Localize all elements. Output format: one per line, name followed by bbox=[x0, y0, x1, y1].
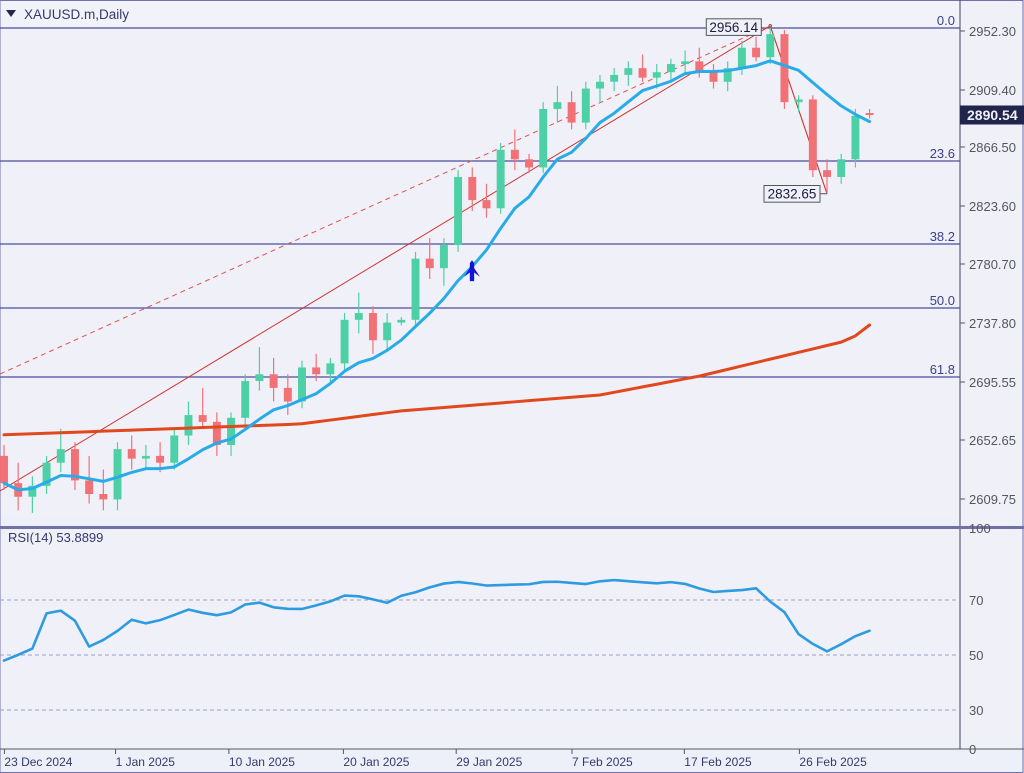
svg-text:2956.14: 2956.14 bbox=[709, 20, 758, 35]
svg-text:30: 30 bbox=[969, 703, 983, 718]
svg-text:2823.60: 2823.60 bbox=[969, 199, 1016, 214]
svg-text:70: 70 bbox=[969, 593, 983, 608]
svg-text:2866.50: 2866.50 bbox=[969, 140, 1016, 155]
svg-text:50.0: 50.0 bbox=[930, 293, 955, 308]
svg-text:100: 100 bbox=[969, 521, 991, 536]
svg-text:17 Feb 2025: 17 Feb 2025 bbox=[684, 755, 752, 769]
svg-text:2952.30: 2952.30 bbox=[969, 24, 1016, 39]
svg-text:1 Jan 2025: 1 Jan 2025 bbox=[116, 755, 176, 769]
svg-text:2780.70: 2780.70 bbox=[969, 257, 1016, 272]
svg-text:7 Feb 2025: 7 Feb 2025 bbox=[572, 755, 633, 769]
svg-text:50: 50 bbox=[969, 648, 983, 663]
svg-text:2909.40: 2909.40 bbox=[969, 83, 1016, 98]
svg-text:2652.65: 2652.65 bbox=[969, 433, 1016, 448]
svg-text:XAUUSD.m,Daily: XAUUSD.m,Daily bbox=[24, 7, 129, 22]
svg-text:23.6: 23.6 bbox=[930, 146, 955, 161]
svg-text:0.0: 0.0 bbox=[937, 13, 955, 28]
svg-text:RSI(14) 53.8899: RSI(14) 53.8899 bbox=[8, 530, 103, 545]
svg-text:26 Feb 2025: 26 Feb 2025 bbox=[799, 755, 867, 769]
svg-text:23 Dec 2024: 23 Dec 2024 bbox=[4, 755, 72, 769]
svg-text:20 Jan 2025: 20 Jan 2025 bbox=[343, 755, 409, 769]
svg-text:2890.54: 2890.54 bbox=[967, 107, 1018, 123]
svg-text:2695.55: 2695.55 bbox=[969, 375, 1016, 390]
svg-text:38.2: 38.2 bbox=[930, 229, 955, 244]
svg-text:29 Jan 2025: 29 Jan 2025 bbox=[456, 755, 522, 769]
svg-text:2609.75: 2609.75 bbox=[969, 492, 1016, 507]
svg-text:2832.65: 2832.65 bbox=[768, 187, 817, 202]
svg-text:10 Jan 2025: 10 Jan 2025 bbox=[229, 755, 295, 769]
svg-text:61.8: 61.8 bbox=[930, 362, 955, 377]
svg-text:2737.80: 2737.80 bbox=[969, 316, 1016, 331]
